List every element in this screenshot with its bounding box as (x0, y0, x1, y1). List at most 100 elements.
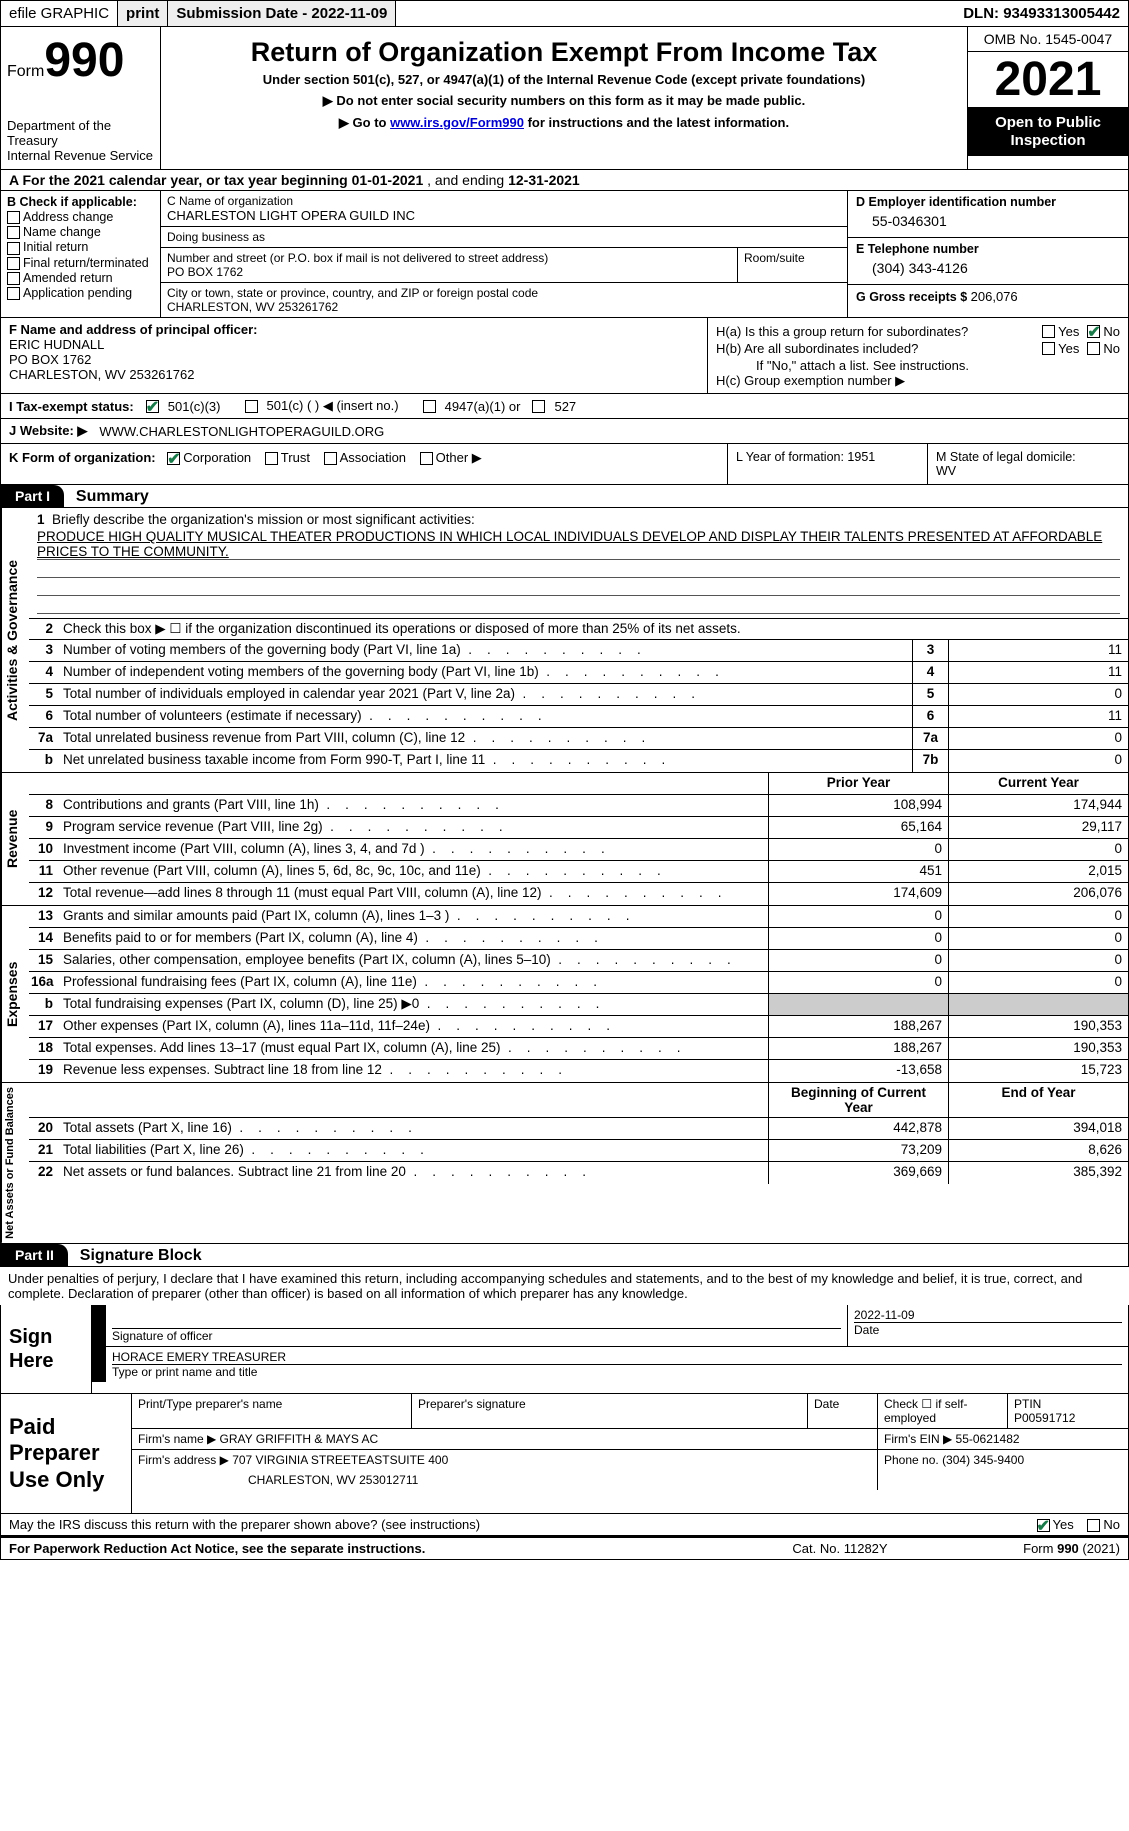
org-name-cell: C Name of organization CHARLESTON LIGHT … (161, 191, 848, 227)
ein-value: 55-0346301 (856, 209, 1120, 233)
form-subtitle-2: ▶ Do not enter social security numbers o… (171, 93, 957, 109)
firm-ein: 55-0621482 (956, 1432, 1020, 1446)
firm-address-1: 707 VIRGINIA STREETEASTSUITE 400 (232, 1453, 448, 1467)
summary-line: 13 Grants and similar amounts paid (Part… (29, 906, 1128, 928)
chk-4947[interactable] (423, 400, 436, 413)
chk-527[interactable] (532, 400, 545, 413)
efile-label: efile GRAPHIC (1, 1, 118, 26)
row-i-tax-exempt: I Tax-exempt status: 501(c)(3) 501(c) ( … (0, 394, 1129, 419)
chk-501c3[interactable] (146, 400, 159, 413)
summary-line: 18 Total expenses. Add lines 13–17 (must… (29, 1038, 1128, 1060)
state-domicile: M State of legal domicile: WV (928, 444, 1128, 484)
form-footer-label: Form 990 (2021) (940, 1541, 1120, 1556)
chk-trust[interactable] (265, 452, 278, 465)
chk-amended-return[interactable]: Amended return (7, 271, 154, 285)
dept-label: Department of the Treasury Internal Reve… (7, 118, 154, 163)
top-toolbar: efile GRAPHIC print Submission Date - 20… (0, 0, 1129, 27)
gov-line: b Net unrelated business taxable income … (29, 750, 1128, 772)
gov-line: 3 Number of voting members of the govern… (29, 640, 1128, 662)
irs-link[interactable]: www.irs.gov/Form990 (390, 115, 524, 130)
summary-line: 17 Other expenses (Part IX, column (A), … (29, 1016, 1128, 1038)
summary-line: 20 Total assets (Part X, line 16) 442,87… (29, 1118, 1128, 1140)
chk-hb-no[interactable] (1087, 342, 1100, 355)
section-revenue: Revenue Prior Year Current Year 8 Contri… (0, 773, 1129, 906)
paid-preparer-block: Paid Preparer Use Only Print/Type prepar… (0, 1394, 1129, 1514)
col-d: D Employer identification number 55-0346… (848, 191, 1128, 317)
open-inspection-badge: Open to Public Inspection (968, 108, 1128, 156)
telephone-cell: E Telephone number (304) 343-4126 (848, 238, 1128, 285)
col-b-checkboxes: B Check if applicable: Address change Na… (1, 191, 161, 317)
arrow-icon (92, 1305, 106, 1346)
toolbar-spacer (396, 1, 955, 26)
chk-address-change[interactable]: Address change (7, 210, 154, 224)
section-expenses: Expenses 13 Grants and similar amounts p… (0, 906, 1129, 1083)
ptin-value: P00591712 (1014, 1411, 1122, 1425)
col-b-label: B Check if applicable: (7, 195, 154, 209)
col-prior-year: Prior Year (768, 773, 948, 794)
paid-preparer-label: Paid Preparer Use Only (1, 1394, 131, 1513)
chk-501c[interactable] (245, 400, 258, 413)
summary-line: 8 Contributions and grants (Part VIII, l… (29, 795, 1128, 817)
dba-cell: Doing business as (161, 227, 848, 248)
col-c: C Name of organization CHARLESTON LIGHT … (161, 191, 848, 317)
chk-other[interactable] (420, 452, 433, 465)
officer-name: ERIC HUDNALL (9, 337, 699, 352)
form-subtitle-1: Under section 501(c), 527, or 4947(a)(1)… (171, 72, 957, 87)
summary-line: 12 Total revenue—add lines 8 through 11 … (29, 883, 1128, 905)
year-formation: L Year of formation: 1951 (728, 444, 928, 484)
chk-final-return[interactable]: Final return/terminated (7, 256, 154, 270)
row-klm: K Form of organization: Corporation Trus… (0, 444, 1129, 485)
signature-date: 2022-11-09 (854, 1308, 1122, 1322)
chk-name-change[interactable]: Name change (7, 225, 154, 239)
sign-here-label: Sign Here (1, 1305, 91, 1393)
mission-line: 1 Briefly describe the organization's mi… (29, 508, 1128, 618)
chk-ha-no[interactable] (1087, 325, 1100, 338)
street-address: PO BOX 1762 (167, 265, 731, 279)
city-state-zip: CHARLESTON, WV 253261762 (167, 300, 841, 314)
penalty-statement: Under penalties of perjury, I declare th… (0, 1267, 1129, 1305)
summary-line: 10 Investment income (Part VIII, column … (29, 839, 1128, 861)
gov-line: 4 Number of independent voting members o… (29, 662, 1128, 684)
chk-corporation[interactable] (167, 452, 180, 465)
side-label-net: Net Assets or Fund Balances (1, 1083, 29, 1243)
summary-line: 21 Total liabilities (Part X, line 26) 7… (29, 1140, 1128, 1162)
footer-row: For Paperwork Reduction Act Notice, see … (0, 1536, 1129, 1560)
header-left: Form990 Department of the Treasury Inter… (1, 27, 161, 169)
chk-initial-return[interactable]: Initial return (7, 240, 154, 254)
submission-date-cell: Submission Date - 2022-11-09 (168, 1, 396, 26)
summary-line: 14 Benefits paid to or for members (Part… (29, 928, 1128, 950)
side-label-governance: Activities & Governance (1, 508, 29, 772)
form-number: Form990 (7, 33, 154, 88)
omb-number: OMB No. 1545-0047 (968, 27, 1128, 52)
chk-association[interactable] (324, 452, 337, 465)
firm-address-2: CHARLESTON, WV 253012711 (138, 1467, 871, 1487)
chk-application-pending[interactable]: Application pending (7, 286, 154, 300)
part-ii-header: Part II Signature Block (0, 1244, 1129, 1267)
officer-name-title: HORACE EMERY TREASURER (112, 1350, 1122, 1364)
website-value: WWW.CHARLESTONLIGHTOPERAGUILD.ORG (99, 424, 384, 439)
ein-cell: D Employer identification number 55-0346… (848, 191, 1128, 238)
row-f-h: F Name and address of principal officer:… (0, 318, 1129, 394)
telephone-value: (304) 343-4126 (856, 256, 1120, 280)
summary-line: b Total fundraising expenses (Part IX, c… (29, 994, 1128, 1016)
gross-receipts-cell: G Gross receipts $ 206,076 (848, 285, 1128, 308)
chk-discuss-yes[interactable] (1037, 1519, 1050, 1532)
side-label-revenue: Revenue (1, 773, 29, 905)
form-of-org: K Form of organization: Corporation Trus… (1, 444, 728, 484)
city-cell: City or town, state or province, country… (161, 282, 848, 317)
print-button[interactable]: print (118, 1, 168, 26)
summary-line: 9 Program service revenue (Part VIII, li… (29, 817, 1128, 839)
catalog-number: Cat. No. 11282Y (740, 1541, 940, 1556)
firm-phone: (304) 345-9400 (942, 1453, 1024, 1467)
form-header: Form990 Department of the Treasury Inter… (0, 27, 1129, 170)
chk-discuss-no[interactable] (1087, 1519, 1100, 1532)
chk-ha-yes[interactable] (1042, 325, 1055, 338)
arrow-icon (92, 1347, 106, 1382)
principal-officer-cell: F Name and address of principal officer:… (1, 318, 708, 393)
chk-hb-yes[interactable] (1042, 342, 1055, 355)
group-return-cell: H(a) Is this a group return for subordin… (708, 318, 1128, 393)
header-center: Return of Organization Exempt From Incom… (161, 27, 968, 169)
section-governance: Activities & Governance 1 Briefly descri… (0, 508, 1129, 773)
form-title: Return of Organization Exempt From Incom… (171, 37, 957, 68)
mission-text: PRODUCE HIGH QUALITY MUSICAL THEATER PRO… (37, 529, 1120, 560)
